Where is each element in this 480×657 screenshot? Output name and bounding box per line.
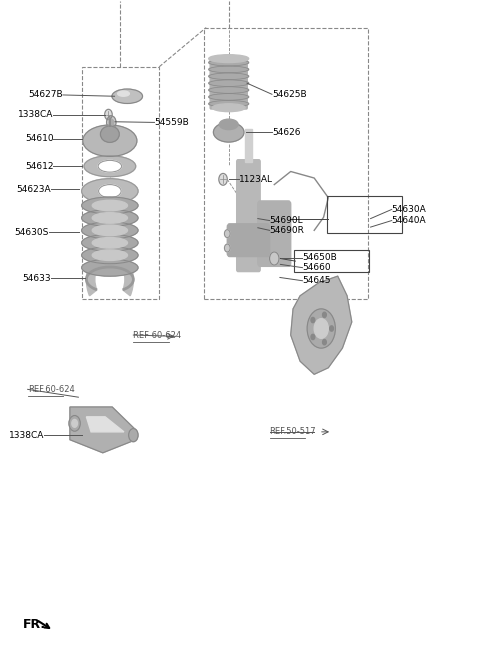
Text: 54690R: 54690R [270,226,304,235]
Circle shape [72,419,77,427]
Text: 54630S: 54630S [14,228,49,237]
Circle shape [311,334,315,340]
Text: 54623A: 54623A [16,185,51,194]
Text: 1338CA: 1338CA [18,110,53,119]
Ellipse shape [82,179,138,204]
FancyBboxPatch shape [237,160,260,271]
Ellipse shape [82,247,138,263]
Ellipse shape [92,200,128,211]
Text: 54633: 54633 [23,273,51,283]
Polygon shape [291,276,352,374]
Ellipse shape [82,259,138,276]
Ellipse shape [209,101,249,107]
Circle shape [107,116,116,129]
Text: 54610: 54610 [25,134,53,143]
Ellipse shape [83,125,137,156]
Ellipse shape [209,73,249,79]
Ellipse shape [82,222,138,239]
Text: REF.60-624: REF.60-624 [28,385,74,394]
Text: REF.50-517: REF.50-517 [270,427,316,436]
Wedge shape [86,247,133,296]
Circle shape [219,173,228,185]
Ellipse shape [209,80,249,87]
Circle shape [330,326,334,331]
Ellipse shape [212,104,245,112]
Text: 54630A: 54630A [392,205,426,214]
Circle shape [69,415,80,431]
Text: REF 60-624: REF 60-624 [133,330,181,340]
Text: 54645: 54645 [302,276,331,285]
FancyBboxPatch shape [258,201,291,266]
Circle shape [129,428,138,442]
Ellipse shape [118,91,129,97]
Ellipse shape [209,87,249,93]
Ellipse shape [100,126,119,143]
Text: 54660: 54660 [302,263,331,272]
Text: FR.: FR. [23,618,46,631]
Circle shape [105,109,112,120]
Circle shape [225,244,230,252]
Text: 54626: 54626 [272,127,300,137]
Polygon shape [86,417,124,432]
Ellipse shape [112,89,143,103]
Circle shape [225,230,230,238]
Ellipse shape [214,122,244,142]
Ellipse shape [98,160,121,172]
Ellipse shape [84,156,136,177]
Text: 54627B: 54627B [28,91,63,99]
Ellipse shape [219,119,238,129]
Text: 54625B: 54625B [272,90,307,99]
Text: 54650B: 54650B [302,254,337,262]
Text: 54690L: 54690L [270,216,303,225]
Circle shape [270,252,279,265]
Ellipse shape [209,66,249,73]
Ellipse shape [209,55,249,62]
Ellipse shape [92,250,128,260]
Ellipse shape [98,185,121,198]
Ellipse shape [82,235,138,251]
FancyBboxPatch shape [210,57,247,109]
Circle shape [311,317,315,323]
Text: 54612: 54612 [25,162,53,171]
Text: 1338CA: 1338CA [9,430,44,440]
Polygon shape [70,407,136,453]
Circle shape [307,309,336,348]
FancyBboxPatch shape [245,129,252,162]
FancyBboxPatch shape [228,224,270,256]
Ellipse shape [92,238,128,248]
Ellipse shape [92,225,128,236]
Circle shape [109,119,114,125]
Ellipse shape [82,210,138,227]
Ellipse shape [92,213,128,223]
Circle shape [323,340,326,345]
Ellipse shape [82,197,138,214]
Ellipse shape [209,59,249,66]
Text: 54640A: 54640A [392,216,426,225]
Circle shape [323,312,326,317]
Text: 1123AL: 1123AL [239,175,273,184]
Text: 54559B: 54559B [155,118,189,127]
Circle shape [314,319,328,338]
Ellipse shape [209,94,249,100]
